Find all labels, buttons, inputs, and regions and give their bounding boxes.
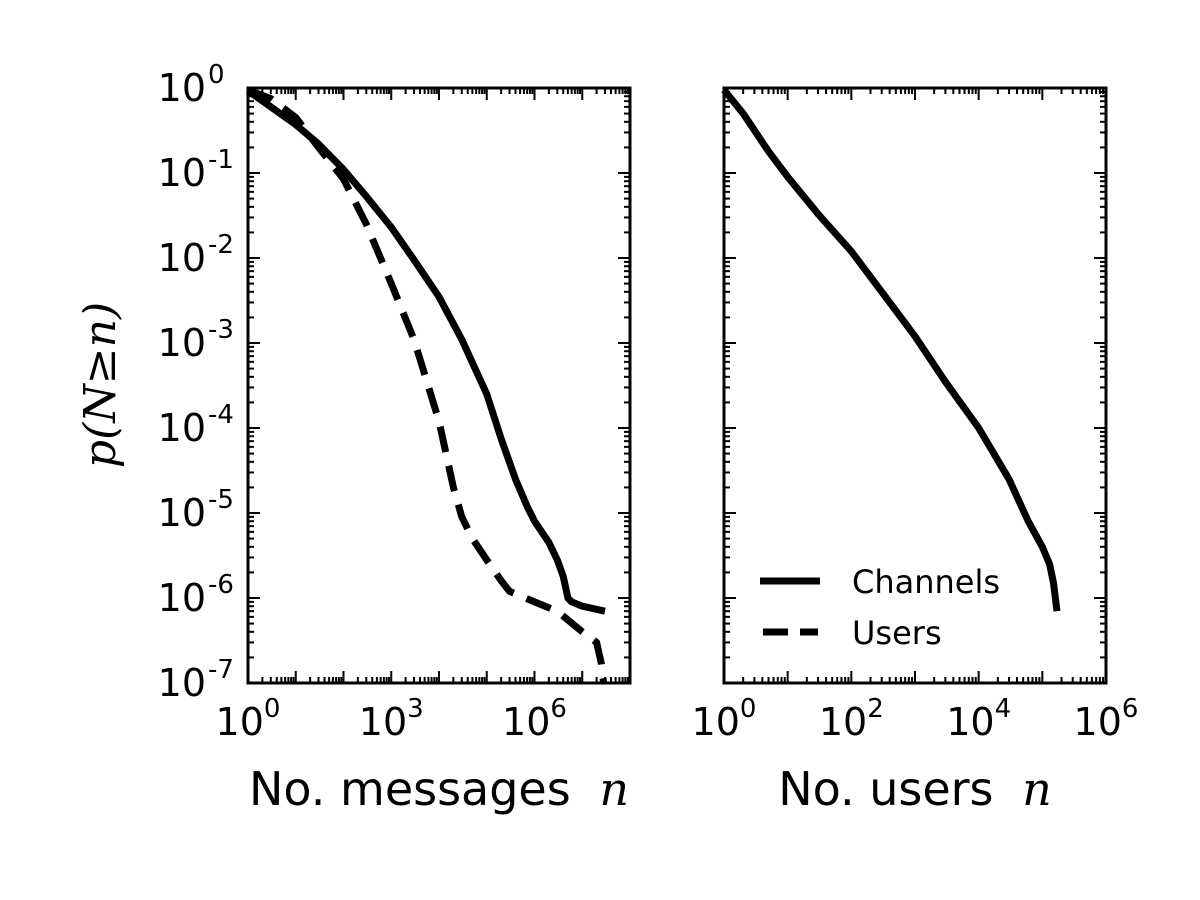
y-tick-label: 10	[158, 151, 206, 195]
y-tick-label-exponent: 0	[208, 60, 225, 90]
y-tick-label-exponent: -2	[208, 230, 234, 260]
y-tick-label-exponent: -5	[208, 485, 234, 515]
legend: Channels Users	[760, 563, 1000, 652]
series-line-users	[246, 86, 608, 684]
x-tick-label: 106	[502, 694, 567, 744]
y-tick-label-exponent: -1	[208, 145, 234, 175]
legend-label-channels: Channels	[852, 563, 1000, 601]
y-tick-label-exponent: -7	[208, 655, 234, 685]
series-line-channels	[721, 87, 1061, 612]
x-tick-label: 103	[359, 694, 424, 744]
x-tick-label: 104	[946, 694, 1011, 744]
x-axis-label-messages-symbol: n	[599, 762, 629, 816]
y-tick-label: 10	[158, 321, 206, 365]
x-axis-label-users-text: No. users	[778, 762, 993, 816]
y-tick-label: 10	[158, 661, 206, 705]
y-tick-label: 10	[158, 406, 206, 450]
y-tick-label-exponent: -3	[208, 315, 234, 345]
x-tick-label: 100	[216, 694, 281, 744]
y-axis-label-text: p(N≥n)	[75, 302, 126, 468]
legend-label-users: Users	[852, 614, 942, 652]
x-axis-label-users: No. users n	[778, 762, 1052, 816]
x-tick-label: 102	[819, 694, 884, 744]
x-axis-label-messages: No. messages n	[249, 762, 629, 816]
x-axis-label-messages-text: No. messages	[249, 762, 571, 816]
users-panel: 100 102 104 106	[692, 86, 1139, 744]
y-tick-label: 10	[158, 66, 206, 110]
y-tick-label-exponent: -4	[208, 400, 234, 430]
y-axis-label: p(N≥n)	[75, 302, 126, 468]
plot-frame	[722, 86, 1108, 685]
y-tick-label: 10	[158, 576, 206, 620]
y-tick-label-exponent: -6	[208, 570, 234, 600]
y-tick-label: 10	[158, 491, 206, 535]
x-tick-label: 106	[1074, 694, 1139, 744]
x-tick-label: 100	[692, 694, 757, 744]
x-axis-label-users-symbol: n	[1022, 762, 1052, 816]
series-line-channels	[245, 87, 606, 615]
y-tick-label: 10	[158, 236, 206, 280]
plot-frame	[246, 86, 632, 685]
